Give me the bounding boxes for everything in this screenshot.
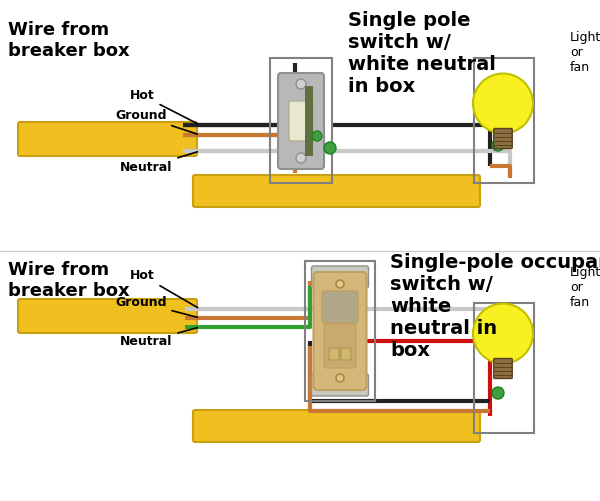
- FancyBboxPatch shape: [193, 410, 480, 442]
- Text: Neutral: Neutral: [120, 328, 197, 348]
- FancyBboxPatch shape: [18, 299, 197, 333]
- Circle shape: [296, 79, 306, 89]
- FancyBboxPatch shape: [311, 374, 368, 396]
- FancyBboxPatch shape: [494, 128, 512, 148]
- FancyBboxPatch shape: [324, 324, 356, 368]
- Text: Light
or
fan: Light or fan: [570, 266, 600, 309]
- Circle shape: [336, 374, 344, 382]
- Text: Single-pole occupancy
switch w/
white
neutral in
box: Single-pole occupancy switch w/ white ne…: [390, 253, 600, 360]
- FancyBboxPatch shape: [494, 359, 512, 378]
- Text: Hot: Hot: [130, 89, 197, 124]
- Bar: [305, 86, 313, 156]
- FancyBboxPatch shape: [278, 73, 324, 169]
- FancyBboxPatch shape: [193, 175, 480, 207]
- Bar: [305, 261, 375, 401]
- FancyBboxPatch shape: [314, 272, 367, 390]
- Circle shape: [336, 280, 344, 288]
- Text: Hot: Hot: [130, 269, 197, 308]
- Circle shape: [296, 153, 306, 163]
- Text: Ground: Ground: [115, 109, 197, 134]
- Text: Wire from
breaker box: Wire from breaker box: [8, 261, 130, 300]
- Bar: [474, 303, 534, 433]
- Bar: [270, 58, 332, 183]
- FancyBboxPatch shape: [18, 122, 197, 156]
- Bar: [474, 58, 534, 183]
- Text: Neutral: Neutral: [120, 152, 197, 174]
- Circle shape: [492, 387, 504, 399]
- Circle shape: [492, 139, 504, 151]
- Circle shape: [473, 304, 533, 364]
- FancyBboxPatch shape: [341, 348, 351, 360]
- Circle shape: [473, 74, 533, 133]
- FancyBboxPatch shape: [289, 101, 313, 141]
- FancyBboxPatch shape: [322, 291, 358, 323]
- Text: Wire from
breaker box: Wire from breaker box: [8, 21, 130, 60]
- Circle shape: [312, 131, 322, 141]
- Text: Ground: Ground: [115, 296, 197, 317]
- FancyBboxPatch shape: [329, 348, 339, 360]
- Text: Single pole
switch w/
white neutral
in box: Single pole switch w/ white neutral in b…: [348, 11, 496, 96]
- Text: Light
or
fan: Light or fan: [570, 31, 600, 74]
- Circle shape: [324, 142, 336, 154]
- FancyBboxPatch shape: [311, 266, 368, 288]
